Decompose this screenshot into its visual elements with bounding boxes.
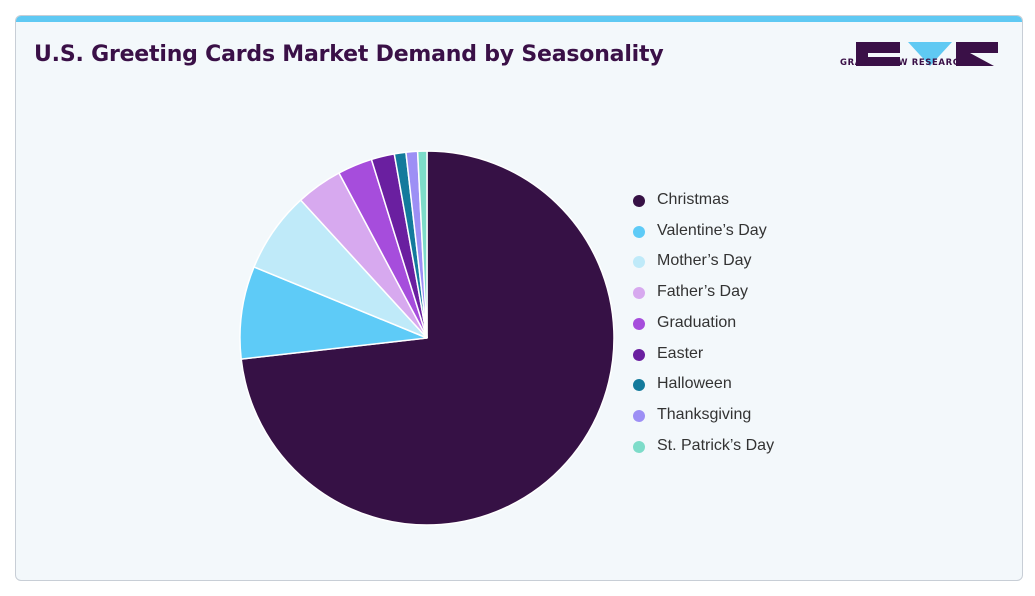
legend-label: Father’s Day xyxy=(657,283,748,301)
pie-slice-st-patrick-s-day xyxy=(416,150,428,339)
legend-label: Mother’s Day xyxy=(657,252,752,270)
pie-chart xyxy=(239,150,615,526)
legend-swatch xyxy=(633,348,645,361)
legend-label: Easter xyxy=(657,344,704,362)
legend-swatch xyxy=(633,440,645,453)
accent-bar xyxy=(16,16,1022,22)
logo-block-g-cut xyxy=(868,53,900,57)
legend-swatch xyxy=(633,287,645,300)
legend-swatch xyxy=(633,256,645,269)
legend-label: Christmas xyxy=(657,191,730,208)
grand-view-research-logo xyxy=(856,42,998,66)
logo-block-v xyxy=(908,42,952,66)
logo-block-r-cut xyxy=(970,53,998,66)
legend-swatch xyxy=(633,225,645,238)
pie-slice-valentine-s-day xyxy=(239,266,428,360)
legend-label: St. Patrick’s Day xyxy=(657,436,775,454)
legend-swatch xyxy=(633,195,645,207)
legend-label: Thanksgiving xyxy=(657,405,752,423)
legend-label: Graduation xyxy=(657,313,737,331)
legend-swatch xyxy=(633,317,645,330)
legend-swatch xyxy=(633,409,645,422)
logo-text: GRAND VIEW RESEARCH xyxy=(840,58,968,68)
legend-label: Valentine’s Day xyxy=(657,221,767,239)
legend-label: Halloween xyxy=(657,375,732,393)
chart-title: U.S. Greeting Cards Market Demand by Sea… xyxy=(34,42,664,67)
legend-swatch xyxy=(633,379,645,392)
